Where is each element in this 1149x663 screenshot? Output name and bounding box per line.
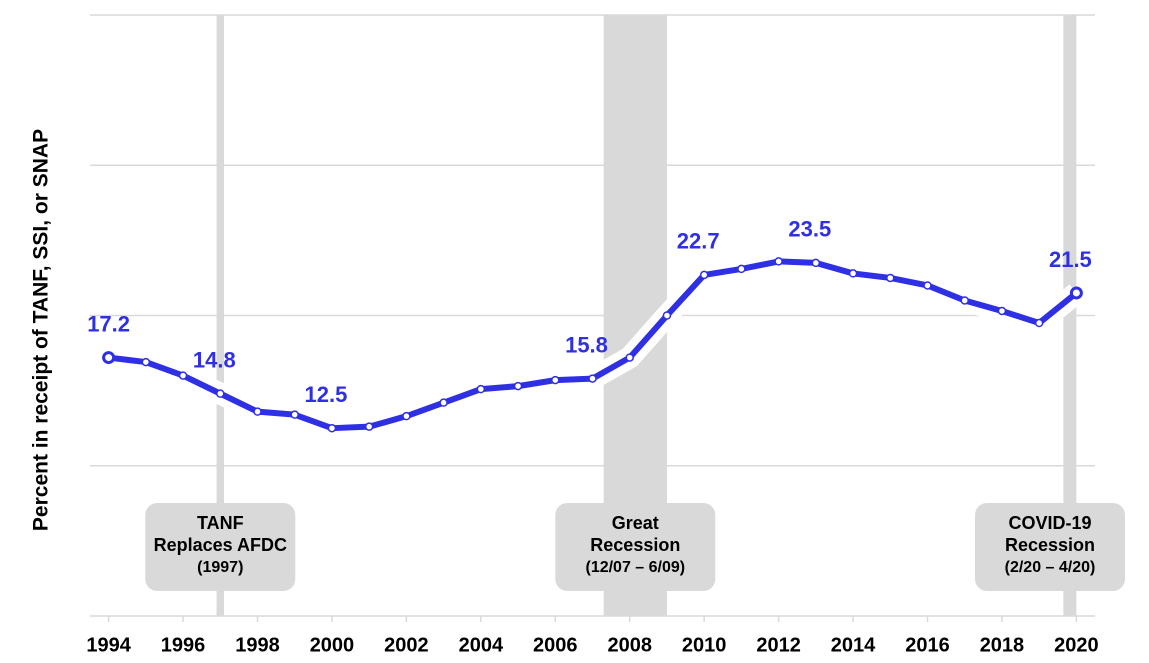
event-label: Recession	[1005, 535, 1095, 555]
point	[178, 371, 188, 380]
event-band	[216, 15, 224, 616]
data-label: 12.5	[305, 382, 348, 407]
event-label: (2/20 – 4/20)	[1005, 559, 1096, 576]
event-label: Replaces AFDC	[154, 535, 287, 555]
point	[960, 296, 969, 305]
event-box	[145, 503, 296, 591]
point	[439, 398, 448, 407]
event-box	[555, 503, 716, 591]
event-band	[1063, 15, 1077, 616]
x-tick-label: 2014	[831, 634, 876, 656]
x-tick-label: 2006	[533, 634, 578, 656]
x-tick-label: 2020	[1054, 634, 1099, 656]
point	[1069, 286, 1083, 300]
point	[364, 422, 374, 431]
point	[551, 375, 560, 385]
point	[774, 257, 783, 266]
event-label: (12/07 – 6/09)	[585, 559, 685, 576]
event-label: TANF	[197, 513, 244, 533]
point	[997, 306, 1007, 316]
point	[811, 258, 821, 268]
plot: 1994 1996 1998 2000 2002 2004 2006 2008 2010 2012…	[86, 217, 1098, 657]
point	[253, 407, 262, 416]
point	[699, 270, 709, 280]
point	[102, 351, 116, 365]
point	[476, 384, 486, 394]
point	[923, 281, 932, 290]
event-box	[975, 503, 1125, 591]
point	[588, 374, 597, 383]
y-axis-label: Percent in receipt of TANF, SSI, or SNAP	[30, 129, 53, 531]
event-label: (1997)	[197, 559, 243, 576]
point	[625, 353, 634, 362]
x-tick-label: 2000	[310, 634, 355, 656]
data-label: 17.2	[87, 311, 130, 336]
x-tick-label: 2010	[682, 634, 727, 656]
x-tick-label: 1996	[161, 634, 206, 656]
data-label: 23.5	[788, 217, 831, 242]
x-tick-label: 2004	[459, 634, 504, 656]
point	[848, 269, 858, 278]
point	[290, 410, 299, 419]
x-tick-label: 2016	[905, 634, 950, 656]
data-label: 22.7	[677, 229, 720, 254]
point	[216, 389, 225, 398]
x-tick-label: 2012	[756, 634, 801, 656]
x-tick-label: 1998	[235, 634, 280, 656]
point	[886, 273, 895, 283]
data-label: 14.8	[193, 347, 236, 372]
point	[1034, 318, 1044, 328]
point	[513, 381, 523, 391]
event-label: Great	[612, 513, 659, 533]
x-tick-label: 2018	[980, 634, 1025, 656]
point	[737, 264, 746, 274]
event-label: COVID-19	[1008, 513, 1091, 533]
point	[327, 423, 337, 433]
x-tick-label: 2002	[384, 634, 429, 656]
x-tick-label: 2008	[607, 634, 652, 656]
point	[141, 357, 151, 367]
event-label: Recession	[590, 535, 680, 555]
data-label: 15.8	[565, 332, 608, 357]
x-tick-label: 1994	[86, 634, 131, 656]
point	[402, 411, 411, 421]
data-label: 21.5	[1049, 247, 1092, 272]
point	[662, 311, 672, 320]
